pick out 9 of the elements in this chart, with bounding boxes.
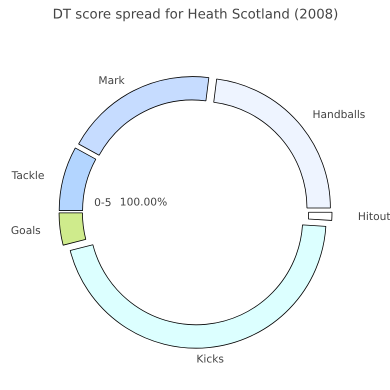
chart-title: DT score spread for Heath Scotland (2008) <box>52 8 338 22</box>
slice-label: Hitout <box>358 210 390 224</box>
slice-label: Goals <box>10 224 42 238</box>
text: 100.00% <box>120 196 168 209</box>
slice-label: Mark <box>98 74 126 88</box>
slice-label: Tackle <box>10 168 44 182</box>
slice-label: Handballs <box>312 108 366 121</box>
text: 0-5 <box>94 196 112 210</box>
slice-label: Kicks <box>196 352 224 366</box>
